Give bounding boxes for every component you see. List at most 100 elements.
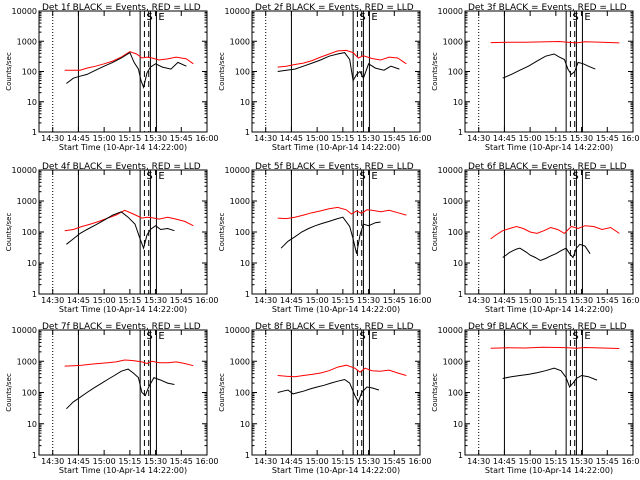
y-tick-label: 10 — [453, 259, 463, 268]
plot-frame — [38, 169, 208, 295]
x-tick-label: 14:45 — [280, 457, 303, 466]
x-tick-label: 15:00 — [93, 296, 116, 305]
marker-s: S — [359, 331, 365, 342]
plot-frame — [38, 329, 208, 456]
y-tick-label: 1 — [32, 128, 37, 137]
y-axis-label: Counts/sec — [431, 213, 439, 252]
y-tick-label: 1000 — [443, 197, 463, 206]
x-tick-label: 16:00 — [408, 457, 431, 466]
plot-frame — [464, 329, 634, 456]
plot-frame — [251, 329, 421, 456]
x-tick-label: 15:45 — [596, 457, 619, 466]
y-tick-label: 100 — [235, 68, 250, 77]
y-tick-label: 1 — [245, 451, 250, 460]
x-tick-label: 14:45 — [280, 296, 303, 305]
x-tick-label: 15:45 — [383, 296, 406, 305]
events-series-line — [66, 368, 175, 410]
marker-e: E — [371, 331, 377, 342]
y-tick-label: 1 — [245, 290, 250, 299]
lld-series-line — [64, 51, 194, 71]
y-tick-label: 1000 — [230, 357, 250, 366]
marker-s: S — [146, 331, 152, 342]
events-series-line — [502, 53, 596, 79]
x-tick-label: 14:30 — [254, 134, 277, 143]
events-series-line — [280, 216, 381, 254]
y-tick-label: 10000 — [12, 166, 37, 175]
y-tick-label: 10000 — [12, 326, 37, 335]
y-tick-label: 10 — [27, 98, 37, 107]
x-tick-label: 14:30 — [254, 296, 277, 305]
x-tick-label: 15:45 — [170, 457, 193, 466]
lld-series-line — [64, 209, 194, 232]
x-tick-label: 15:30 — [144, 134, 167, 143]
x-tick-label: 14:30 — [467, 457, 490, 466]
x-tick-label: 14:30 — [41, 457, 64, 466]
x-tick-label: 15:45 — [383, 457, 406, 466]
y-axis-label: Counts/sec — [218, 52, 226, 91]
events-series-line — [277, 378, 380, 404]
x-tick-label: 15:30 — [144, 457, 167, 466]
detector-panel: Det 2f BLACK = Events, RED = LLD 1 10 100 10… — [218, 3, 432, 152]
y-axis-label: Counts/sec — [431, 52, 439, 91]
y-tick-label: 1 — [458, 290, 463, 299]
x-tick-label: 15:00 — [93, 457, 116, 466]
x-axis-label: Start Time (10-Apr-14 14:22:00) — [59, 466, 187, 475]
y-tick-label: 10000 — [438, 166, 463, 175]
y-axis-label: Counts/sec — [5, 213, 13, 252]
detector-panel: Det 1f BLACK = Events, RED = LLD 1 10 100 10… — [5, 3, 219, 152]
marker-s: S — [572, 171, 578, 182]
x-tick-label: 15:15 — [331, 296, 354, 305]
y-axis-label: Counts/sec — [431, 373, 439, 412]
y-tick-label: 1000 — [443, 357, 463, 366]
panel-title: Det 2f BLACK = Events, RED = LLD — [255, 3, 414, 13]
lld-series-line — [64, 359, 194, 367]
y-tick-label: 100 — [448, 389, 463, 398]
marker-s: S — [572, 331, 578, 342]
x-tick-label: 14:30 — [254, 457, 277, 466]
y-tick-label: 1000 — [17, 357, 37, 366]
x-tick-label: 14:45 — [67, 296, 90, 305]
marker-e: E — [371, 12, 377, 23]
x-tick-label: 15:15 — [118, 457, 141, 466]
y-tick-label: 10 — [27, 259, 37, 268]
events-series-line — [277, 52, 400, 83]
lld-series-line — [277, 49, 407, 68]
x-tick-label: 15:45 — [596, 296, 619, 305]
y-axis-label: Counts/sec — [218, 373, 226, 412]
x-tick-label: 14:30 — [41, 134, 64, 143]
marker-e: E — [158, 171, 164, 182]
marker-e: E — [158, 12, 164, 23]
lld-series-line — [490, 346, 620, 349]
y-tick-label: 10 — [453, 98, 463, 107]
y-tick-label: 100 — [235, 228, 250, 237]
detector-panel: Det 3f BLACK = Events, RED = LLD 1 10 100 10… — [431, 3, 640, 152]
x-tick-label: 15:45 — [170, 134, 193, 143]
y-tick-label: 10000 — [438, 7, 463, 16]
y-tick-label: 10 — [27, 420, 37, 429]
x-tick-label: 15:15 — [331, 457, 354, 466]
x-tick-label: 15:45 — [596, 134, 619, 143]
y-tick-label: 1 — [32, 451, 37, 460]
panel-title: Det 4f BLACK = Events, RED = LLD — [42, 162, 201, 172]
x-tick-label: 14:45 — [67, 457, 90, 466]
y-tick-label: 100 — [235, 389, 250, 398]
y-tick-label: 1 — [32, 290, 37, 299]
x-tick-label: 15:30 — [357, 134, 380, 143]
x-tick-label: 15:15 — [118, 296, 141, 305]
y-tick-label: 1000 — [443, 37, 463, 46]
x-tick-label: 15:15 — [331, 134, 354, 143]
x-axis-label: Start Time (10-Apr-14 14:22:00) — [59, 305, 187, 314]
marker-s: S — [146, 171, 152, 182]
y-axis-label: Counts/sec — [218, 213, 226, 252]
y-tick-label: 10 — [240, 420, 250, 429]
y-tick-label: 100 — [22, 389, 37, 398]
events-series-line — [502, 243, 591, 262]
y-tick-label: 1 — [458, 128, 463, 137]
detector-panel: Det 6f BLACK = Events, RED = LLD 1 10 100 10… — [431, 162, 640, 314]
x-tick-label: 15:15 — [544, 134, 567, 143]
x-tick-label: 15:45 — [383, 134, 406, 143]
plot-frame — [38, 10, 208, 133]
panel-title: Det 1f BLACK = Events, RED = LLD — [42, 3, 201, 13]
x-tick-label: 15:00 — [93, 134, 116, 143]
